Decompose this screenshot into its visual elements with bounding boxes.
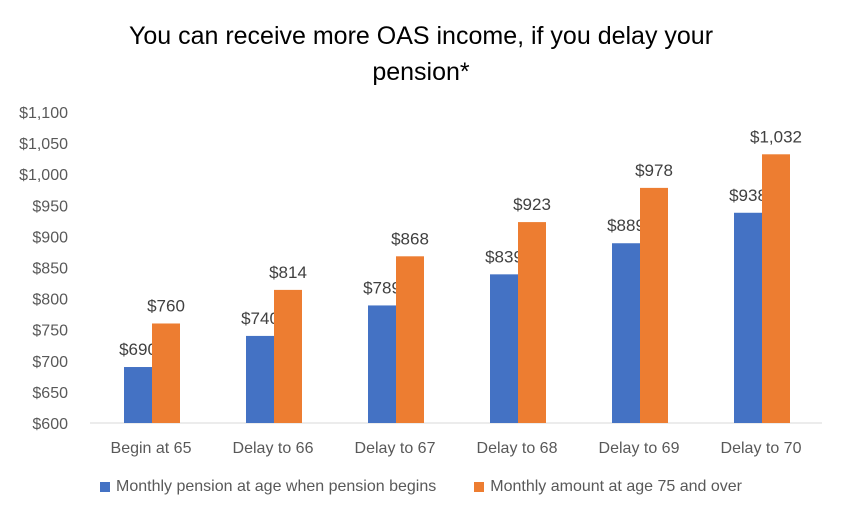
y-tick-label: $900 [32,229,68,246]
data-label-series-1: $690 [119,340,157,359]
y-tick-label: $650 [32,385,68,402]
bar-series-1 [734,212,762,423]
y-tick-label: $1,050 [19,136,68,153]
bar-series-2 [762,154,790,423]
y-tick-label: $1,000 [19,167,68,184]
x-tick-label: Delay to 68 [477,440,558,457]
bar-series-2 [274,289,302,423]
x-tick-label: Begin at 65 [111,440,192,457]
y-tick-label: $750 [32,323,68,340]
legend-swatch-series-2 [474,482,485,492]
x-tick-label: Delay to 69 [599,440,680,457]
x-tick-label: Delay to 66 [233,440,314,457]
chart-legend: Monthly pension at age when pension begi… [0,478,842,496]
bar-series-2 [152,323,180,423]
chart-title-line-2: pension* [372,58,470,86]
legend-label-series-1: Monthly pension at age when pension begi… [116,478,437,495]
data-label-series-2: $814 [269,263,307,282]
legend-label-series-2: Monthly amount at age 75 and over [490,478,742,495]
y-tick-label: $600 [32,416,68,433]
data-label-series-1: $789 [363,278,401,297]
bar-series-2 [518,222,546,423]
legend-swatch-series-1 [100,482,111,492]
bar-series-2 [640,187,668,423]
legend-item-series-1: Monthly pension at age when pension begi… [100,478,436,496]
bar-series-1 [612,243,640,423]
bar-series-1 [124,367,152,423]
data-label-series-2: $760 [147,296,185,315]
data-label-series-2: $868 [391,229,429,248]
bar-series-1 [490,274,518,423]
x-tick-label: Delay to 67 [355,440,436,457]
y-tick-label: $700 [32,354,68,371]
data-label-series-2: $1,032 [750,127,802,146]
data-label-series-1: $938 [729,186,767,205]
y-tick-label: $950 [32,198,68,215]
data-label-series-1: $839 [485,247,523,266]
data-label-series-1: $740 [241,309,279,328]
legend-item-series-2: Monthly amount at age 75 and over [474,478,742,496]
chart-title-line-1: You can receive more OAS income, if you … [128,22,714,50]
data-label-series-1: $889 [607,216,645,235]
bar-series-2 [396,256,424,423]
data-label-series-2: $978 [635,161,673,180]
data-label-series-2: $923 [513,195,551,214]
y-tick-label: $1,100 [19,105,68,122]
bar-series-1 [246,335,274,423]
y-tick-label: $850 [32,261,68,278]
chart-title: You can receive more OAS income, if you … [0,18,842,90]
bar-series-1 [368,305,396,423]
y-tick-label: $800 [32,292,68,309]
x-tick-label: Delay to 70 [721,440,802,457]
